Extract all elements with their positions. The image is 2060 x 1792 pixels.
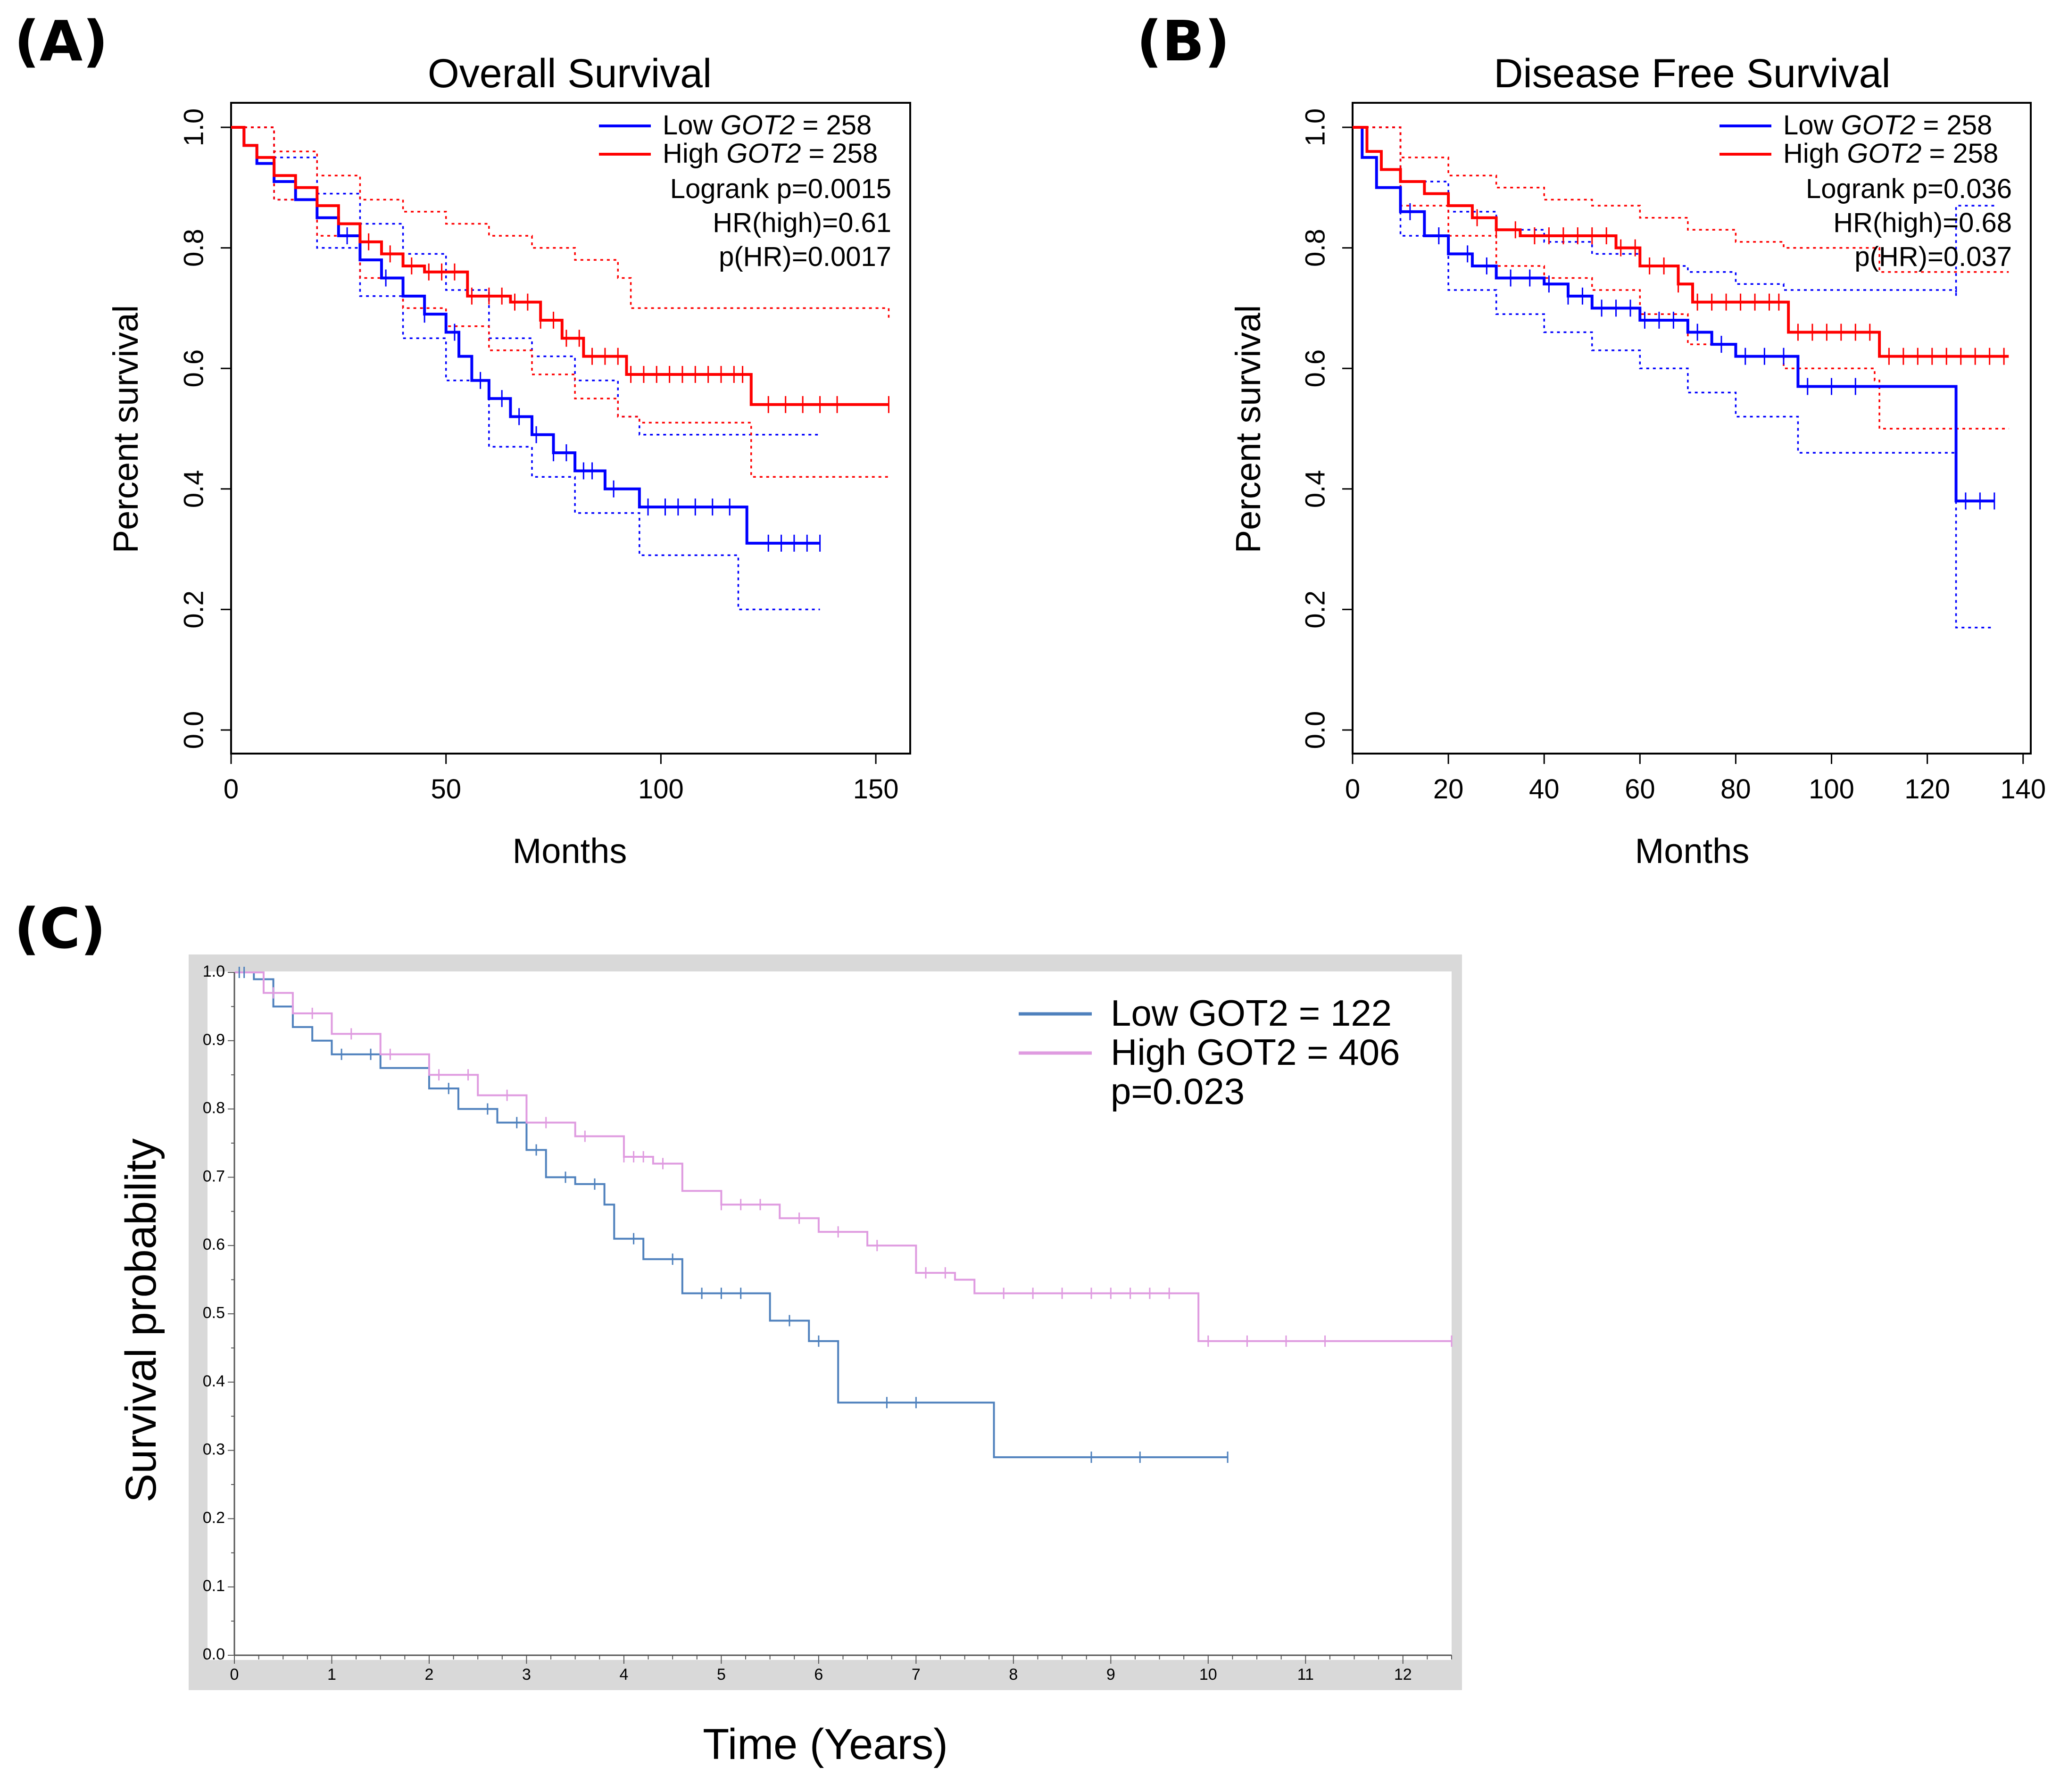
y-tick-label: 0.0	[203, 1645, 225, 1663]
x-tick-label: 100	[638, 774, 684, 805]
y-tick-label: 1.0	[178, 108, 209, 147]
y-tick-label: 0.2	[203, 1509, 225, 1527]
y-tick-label: 0.4	[178, 470, 209, 508]
y-axis-label: Percent survival	[1229, 305, 1268, 553]
x-tick-label: 7	[912, 1666, 921, 1684]
legend-label: Low GOT2 = 122	[1111, 992, 1392, 1034]
y-tick-label: 0.6	[1300, 349, 1330, 388]
x-tick-label: 6	[814, 1666, 823, 1684]
panel-b-disease-free-survival: Disease Free Survival 0 20 40 60 80 100 120 140…	[1229, 51, 2046, 871]
y-tick-label: 0.5	[203, 1304, 225, 1322]
y-tick-label: 1.0	[1300, 108, 1330, 147]
panel-label-c: (C)	[14, 896, 106, 961]
x-tick-label: 120	[1904, 774, 1950, 805]
y-tick-label: 0.8	[178, 229, 209, 267]
panel-c-survival-probability: 0 1 2 3 4 5 6 7 8 9 10 11 120.00.10.20.30.40.50.60.7…	[117, 954, 1462, 1768]
panel-a-overall-survival: Overall Survival 0 50 100 150 0.0 0.2 0.4 0.6 0.…	[106, 51, 911, 871]
panel-label-b: (B)	[1137, 8, 1230, 74]
legend-stat: Logrank p=0.036	[1806, 174, 2012, 204]
x-tick-label: 150	[853, 774, 899, 805]
legend-stat: HR(high)=0.61	[713, 207, 891, 238]
x-tick-label: 12	[1394, 1666, 1412, 1684]
y-tick-label: 0.9	[203, 1031, 225, 1049]
x-tick-label: 2	[424, 1666, 433, 1684]
chart-title: Overall Survival	[428, 51, 712, 96]
chart-title: Disease Free Survival	[1494, 51, 1890, 96]
survival-curve-high	[234, 971, 1452, 1342]
x-tick-label: 0	[1345, 774, 1360, 805]
x-axis-label: Months	[1635, 831, 1750, 871]
x-tick-label: 8	[1009, 1666, 1018, 1684]
y-tick-label: 0.1	[203, 1577, 225, 1595]
x-tick-label: 9	[1106, 1666, 1115, 1684]
legend-label: High GOT2 = 258	[1783, 138, 1998, 169]
x-tick-label: 40	[1529, 774, 1560, 805]
survival-curve-high	[1353, 126, 2009, 358]
legend-label: High GOT2 = 258	[663, 138, 878, 169]
x-tick-label: 50	[431, 774, 461, 805]
x-tick-label: 20	[1433, 774, 1464, 805]
y-tick-label: 0.2	[1300, 590, 1330, 629]
ci-upper-line	[1353, 126, 2009, 273]
x-tick-label: 11	[1297, 1666, 1314, 1684]
y-axis-label: Percent survival	[106, 305, 145, 553]
x-tick-label: 80	[1720, 774, 1751, 805]
x-tick-label: 0	[230, 1666, 239, 1684]
ci-lower-line	[231, 126, 820, 611]
x-tick-label: 60	[1625, 774, 1655, 805]
x-tick-label: 0	[224, 774, 239, 805]
legend-stat: p(HR)=0.0017	[719, 241, 891, 272]
y-tick-label: 0.3	[203, 1441, 225, 1459]
y-tick-label: 0.2	[178, 590, 209, 629]
ci-upper-line	[231, 126, 890, 320]
legend-label: Low GOT2 = 258	[1783, 110, 1992, 141]
y-tick-label: 0.6	[203, 1236, 225, 1253]
survival-curve-high	[231, 126, 889, 406]
panel-label-a: (A)	[14, 8, 108, 74]
y-tick-label: 0.6	[178, 349, 209, 388]
legend-stat: HR(high)=0.68	[1833, 207, 2012, 238]
legend-label: High GOT2 = 406	[1111, 1031, 1400, 1073]
y-tick-label: 0.4	[203, 1372, 225, 1390]
legend-label: Low GOT2 = 258	[663, 110, 872, 141]
x-tick-label: 10	[1199, 1666, 1217, 1684]
x-tick-label: 140	[2000, 774, 2046, 805]
y-tick-label: 0.8	[203, 1099, 225, 1117]
y-tick-label: 0.7	[203, 1167, 225, 1185]
x-tick-label: 1	[327, 1666, 336, 1684]
y-tick-label: 0.0	[1300, 711, 1330, 749]
survival-curve-low	[234, 971, 1228, 1459]
x-tick-label: 100	[1809, 774, 1854, 805]
legend-stat: p=0.023	[1111, 1070, 1245, 1112]
x-tick-label: 4	[619, 1666, 628, 1684]
x-axis-label: Time (Years)	[703, 1720, 948, 1768]
legend-stat: Logrank p=0.0015	[670, 174, 891, 204]
x-tick-label: 5	[717, 1666, 726, 1684]
survival-curve-low	[1353, 126, 1994, 503]
y-tick-label: 1.0	[203, 962, 225, 980]
ci-lower-line	[1353, 126, 2009, 430]
ci-lower-line	[231, 126, 889, 478]
plot-frame	[230, 102, 911, 755]
y-tick-label: 0.0	[178, 711, 209, 749]
x-tick-label: 3	[522, 1666, 531, 1684]
y-tick-label: 0.4	[1300, 470, 1330, 508]
legend-stat: p(HR)=0.037	[1854, 241, 2012, 272]
plot-frame	[1352, 102, 2032, 755]
plot-area	[208, 971, 1452, 1660]
x-axis-label: Months	[513, 831, 627, 871]
ci-lower-line	[1353, 126, 1994, 629]
y-tick-label: 0.8	[1300, 229, 1330, 267]
y-axis-label: Survival probability	[117, 1138, 165, 1502]
